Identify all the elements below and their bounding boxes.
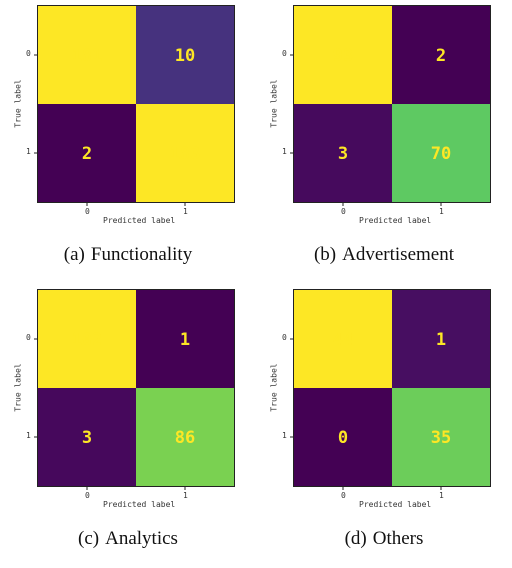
x-axis-label: Predicted label	[103, 216, 176, 225]
caption-text: Functionality	[90, 244, 193, 265]
matrix-cell	[136, 290, 234, 388]
matrix-cell-value: 2	[436, 46, 446, 66]
caption-text: Others	[372, 528, 424, 549]
figure-caption: (b) Advertisement	[256, 244, 512, 266]
caption-text: Advertisement	[342, 244, 454, 265]
x-tick-label: 0	[85, 491, 90, 500]
x-axis-label: Predicted label	[359, 216, 432, 225]
figure-caption: (d) Others	[256, 528, 512, 550]
matrix-cell	[136, 104, 234, 202]
x-tick-label: 0	[341, 491, 346, 500]
y-axis-label: True label	[13, 363, 23, 412]
caption-tag: (d)	[344, 528, 367, 549]
x-tick-label: 1	[183, 491, 188, 500]
matrix-cell	[294, 388, 392, 486]
y-tick-label: 1	[26, 147, 31, 156]
y-tick-label: 1	[282, 431, 287, 440]
matrix-frame	[37, 5, 235, 203]
matrix-cell	[294, 290, 392, 388]
y-tick-label: 1	[282, 147, 287, 156]
y-tick-label: 0	[26, 49, 31, 58]
confusion-matrix-plot: 181 10 2 183	[34, 5, 235, 206]
matrix-cell	[294, 104, 392, 202]
x-axis-label: Predicted label	[359, 500, 432, 509]
x-tick-label: 0	[85, 207, 90, 216]
matrix-cell-value: 181	[72, 46, 103, 66]
figure-caption: (c) Analytics	[0, 528, 256, 550]
caption-tag: (b)	[313, 244, 337, 265]
matrix-cell-value: 35	[431, 428, 451, 448]
matrix-cell	[392, 388, 490, 486]
matrix-frame	[293, 289, 491, 487]
matrix-cell-value: 1	[436, 330, 446, 350]
caption-tag: (c)	[78, 528, 100, 549]
confusion-matrix-panel: 93 2 3 70 0 1 0 1 Predicted label True label (b) Ad…	[256, 0, 512, 284]
confusion-matrix-plot: 93 2 3 70	[290, 5, 491, 206]
y-axis-label: True label	[13, 79, 23, 128]
x-tick-label: 0	[341, 207, 346, 216]
matrix-cell-value: 0	[338, 428, 348, 448]
matrix-cell-value: 3	[338, 144, 348, 164]
x-axis-label: Predicted label	[103, 500, 176, 509]
confusion-matrix-panel: 102 1 3 86 0 1 0 1 Predicted label True label (c) A…	[0, 284, 256, 568]
caption-tag: (a)	[63, 244, 85, 265]
matrix-cell-value: 3	[82, 428, 92, 448]
matrix-cell-value: 183	[170, 144, 201, 164]
x-tick-label: 1	[183, 207, 188, 216]
matrix-cell	[136, 388, 234, 486]
y-tick-label: 1	[26, 431, 31, 440]
y-tick-label: 0	[282, 333, 287, 342]
confusion-matrix-plot: 44 1 0 35	[290, 289, 491, 490]
y-tick-label: 0	[26, 333, 31, 342]
matrix-frame	[37, 289, 235, 487]
matrix-cell	[38, 104, 136, 202]
caption-text: Analytics	[105, 528, 178, 549]
matrix-cell	[392, 104, 490, 202]
matrix-cell-value: 102	[72, 330, 103, 350]
matrix-cell	[38, 290, 136, 388]
y-axis-label: True label	[269, 79, 279, 128]
x-tick-label: 1	[439, 491, 444, 500]
matrix-cell-value: 93	[333, 46, 353, 66]
matrix-cell	[392, 290, 490, 388]
matrix-cell-value: 10	[175, 46, 195, 66]
matrix-cell	[392, 6, 490, 104]
matrix-cell	[38, 388, 136, 486]
matrix-cell	[136, 6, 234, 104]
confusion-matrix-plot: 102 1 3 86	[34, 289, 235, 490]
confusion-matrix-panel: 181 10 2 183 0 1 0 1 Predicted label True label (a…	[0, 0, 256, 284]
matrix-frame	[293, 5, 491, 203]
matrix-cell-value: 2	[82, 144, 92, 164]
matrix-cell-value: 70	[431, 144, 451, 164]
matrix-cell-value: 44	[333, 330, 353, 350]
matrix-cell-value: 1	[180, 330, 190, 350]
confusion-matrix-panel: 44 1 0 35 0 1 0 1 Predicted label True label (d) Ot…	[256, 284, 512, 568]
matrix-cell	[294, 6, 392, 104]
y-tick-label: 0	[282, 49, 287, 58]
matrix-cell	[38, 6, 136, 104]
matrix-cell-value: 86	[175, 428, 195, 448]
figure-caption: (a) Functionality	[0, 244, 256, 266]
x-tick-label: 1	[439, 207, 444, 216]
y-axis-label: True label	[269, 363, 279, 412]
